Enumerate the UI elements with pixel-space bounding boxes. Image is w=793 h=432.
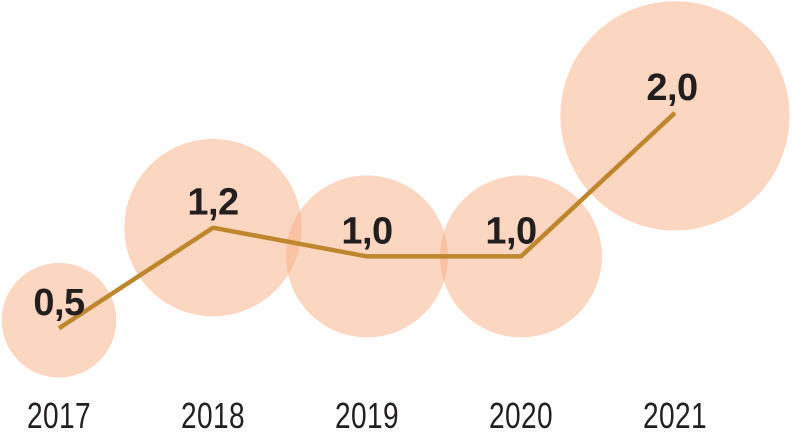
x-tick-label-2021: 2021 [643, 396, 707, 432]
x-tick-label-2019: 2019 [335, 396, 399, 432]
value-label-2020: 1,0 [485, 210, 536, 252]
x-axis-tick-labels: 2017 2018 2019 2020 2021 [27, 396, 707, 432]
value-label-2017: 0,5 [33, 282, 85, 324]
bubble-2017 [1, 262, 117, 378]
x-tick-label-2017: 2017 [27, 396, 91, 432]
x-tick-label-2018: 2018 [181, 396, 245, 432]
value-label-2021: 2,0 [646, 67, 697, 109]
value-label-2018: 1,2 [187, 182, 238, 224]
bubble-group [1, 1, 790, 378]
value-label-2019: 1,0 [341, 210, 392, 252]
x-tick-label-2020: 2020 [489, 396, 553, 432]
trend-line [57, 111, 677, 331]
value-label-group: 0,5 1,2 1,0 1,0 2,0 [33, 67, 698, 324]
